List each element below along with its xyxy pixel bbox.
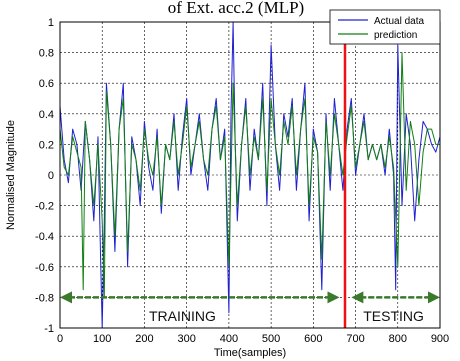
plot-frame <box>59 21 441 329</box>
annotation-layer: TRAINING TESTING <box>60 32 440 328</box>
annotation-testing: TESTING <box>363 308 424 324</box>
chart-title: of Ext. acc.2 (MLP) <box>168 0 304 17</box>
x-tick-label: 200 <box>135 333 153 345</box>
y-tick-label: 0.6 <box>39 78 54 90</box>
arrow-head-left <box>60 291 72 304</box>
y-tick-label: -0.4 <box>35 231 54 243</box>
arrow-head-right <box>327 291 340 304</box>
x-tick-label: 900 <box>431 333 449 345</box>
x-tick-label: 400 <box>220 333 238 345</box>
x-tick-label: 700 <box>346 333 364 345</box>
series-line-prediction <box>59 52 440 298</box>
y-tick-label: -1 <box>44 323 54 335</box>
y-tick-label: 0.4 <box>39 109 54 121</box>
y-tick-label: 0.2 <box>39 139 54 151</box>
x-axis-label: Time(samples) <box>214 347 286 359</box>
legend-box <box>329 9 441 45</box>
x-tick-label: 100 <box>93 333 111 345</box>
legend: Actual data prediction <box>329 9 441 45</box>
legend-label: prediction <box>374 30 417 41</box>
x-tick-label: 800 <box>389 333 407 345</box>
annotation-training: TRAINING <box>149 308 216 324</box>
arrow-head-left <box>351 291 364 304</box>
arrow-head-right <box>428 291 440 304</box>
y-tick-label: 0.8 <box>39 48 54 60</box>
x-tick-label: 300 <box>177 333 195 345</box>
x-tick-label: 500 <box>262 333 280 345</box>
y-tick-label: -0.8 <box>35 292 54 304</box>
range-arrow <box>351 291 440 304</box>
y-tick-label: -0.2 <box>35 201 54 213</box>
y-tick-label: 0 <box>48 170 54 182</box>
x-tick-label: 600 <box>304 333 322 345</box>
range-arrow <box>60 291 340 304</box>
legend-label: Actual data <box>374 16 424 27</box>
y-axis-label: Normalised Magnitude <box>5 120 17 230</box>
series-lines <box>59 21 441 329</box>
x-tick-label: 0 <box>57 333 63 345</box>
tick-labels: 0 100 200 300 400 500 600 700 800 900 -1 -0.8 -0.6 -0… <box>35 17 449 345</box>
y-tick-label: -0.6 <box>35 262 54 274</box>
y-tick-label: 1 <box>48 17 54 29</box>
